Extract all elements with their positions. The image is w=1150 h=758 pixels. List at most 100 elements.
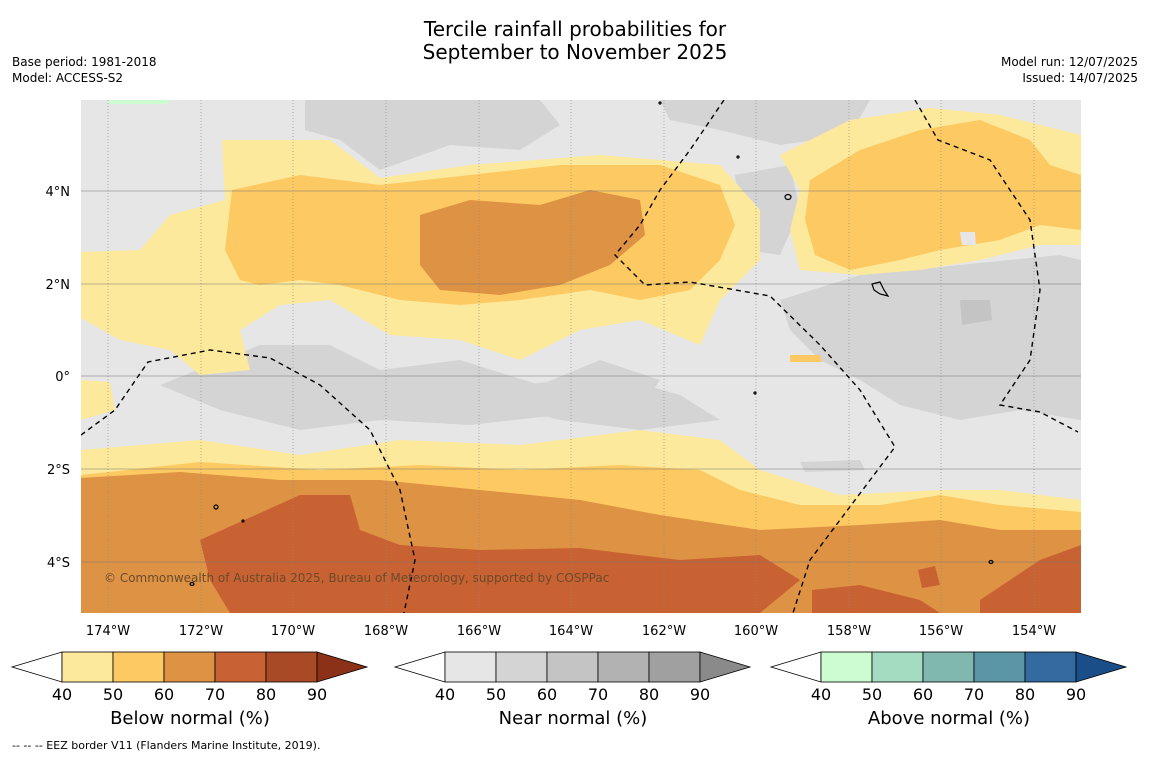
eez-border-line-islands (614, 100, 896, 613)
colorbar-label-near: Near normal (%) (498, 708, 648, 729)
colorbar-high-extension (699, 651, 752, 683)
near-normal-50-patch (520, 375, 720, 430)
island (658, 101, 662, 105)
colorbar-label-below: Below normal (%) (110, 708, 270, 729)
eez-border-east (914, 100, 1079, 433)
lat-tick-label: 4°S (47, 556, 70, 571)
lon-tick-label: 162°W (642, 624, 686, 639)
colorbar-segment (265, 651, 318, 683)
colorbar-tick-label: 90 (1066, 685, 1086, 704)
lon-tick-label: 164°W (549, 624, 593, 639)
colorbar-tick-label: 70 (205, 685, 225, 704)
below-normal-50-northeast (805, 120, 1081, 270)
meta-left: Base period: 1981-2018 Model: ACCESS-S2 (12, 54, 157, 86)
colorbar-segment (112, 651, 165, 683)
lon-tick-label: 160°W (734, 624, 778, 639)
below-normal-70-south-east (812, 585, 940, 613)
lon-tick-label: 174°W (86, 624, 130, 639)
colorbar-tick-label: 50 (103, 685, 123, 704)
colorbar-tick-label: 80 (1015, 685, 1035, 704)
colorbar-above-normal: 40 50 60 70 80 90 (769, 651, 1128, 704)
colorbar-tick-label: 60 (913, 685, 933, 704)
colorbar-segment (648, 651, 701, 683)
lat-tick-label: 2°S (47, 463, 70, 478)
lon-tick-label: 158°W (827, 624, 871, 639)
map-field (81, 100, 1081, 613)
below-normal-70-south (200, 495, 800, 613)
near-normal-50-patch (800, 460, 865, 472)
lat-gridlines (81, 190, 1081, 563)
title-line-1: Tercile rainfall probabilities for (423, 17, 727, 41)
lon-tick-label: 168°W (364, 624, 408, 639)
near-normal-50-patch (305, 100, 560, 170)
lon-tick-label: 156°W (919, 624, 963, 639)
lat-tick-label: 0° (55, 370, 70, 385)
lon-tick-label: 166°W (457, 624, 501, 639)
colorbar-tick-label: 90 (307, 685, 327, 704)
colorbar-segment (214, 651, 267, 683)
colorbar-segment (597, 651, 650, 683)
eez-border-kiribati-phoenix (81, 349, 416, 613)
copyright-notice: © Commonwealth of Australia 2025, Bureau… (104, 571, 610, 585)
colorbar-tick-label: 60 (537, 685, 557, 704)
near-normal-patch (960, 232, 976, 245)
model-name: Model: ACCESS-S2 (12, 71, 124, 85)
colorbar-tick-label: 70 (588, 685, 608, 704)
lat-tick-label: 2°N (46, 278, 71, 293)
island (189, 581, 195, 587)
near-normal-60-patch (960, 300, 992, 325)
colorbar-segment (973, 651, 1026, 683)
islands (189, 101, 994, 587)
island (753, 391, 757, 395)
model-run: Model run: 12/07/2025 (1000, 55, 1138, 69)
colorbar-low-extension (393, 651, 446, 683)
colorbar-tick-label: 40 (811, 685, 831, 704)
near-normal-50-patch (660, 100, 870, 145)
colorbar-segment (820, 651, 873, 683)
above-normal-40-patch (108, 100, 172, 104)
near-normal-50-patch (780, 255, 1081, 420)
island (736, 155, 740, 159)
colorbar-segment (546, 651, 599, 683)
below-normal-50-patch (790, 355, 822, 362)
colorbar-high-extension (1075, 651, 1128, 683)
issued-date: Issued: 14/07/2025 (1022, 71, 1138, 85)
colorbar-label-above: Above normal (%) (867, 708, 1031, 729)
colorbar-tick-label: 40 (435, 685, 455, 704)
colorbar-segment (61, 651, 114, 683)
colorbar-below-normal: 40 50 60 70 80 90 (10, 651, 369, 704)
island (213, 504, 219, 510)
colorbar-tick-label: 90 (690, 685, 710, 704)
colorbar-segment (444, 651, 497, 683)
island (784, 193, 792, 201)
lat-axis-labels: 4°N 2°N 0° 2°S 4°S (46, 185, 71, 571)
below-normal-60-north (420, 190, 645, 295)
map-title: Tercile rainfall probabilities for Septe… (0, 18, 1150, 64)
colorbar-tick-label: 60 (154, 685, 174, 704)
colorbar-tick-label: 80 (639, 685, 659, 704)
colorbar-segment (1024, 651, 1077, 683)
lon-tick-label: 172°W (179, 624, 223, 639)
colorbar-low-extension (10, 651, 63, 683)
base-period: Base period: 1981-2018 (12, 55, 157, 69)
lon-axis-labels: 174°W 172°W 170°W 168°W 166°W 164°W 162°… (86, 624, 1056, 639)
title-line-2: September to November 2025 (422, 40, 728, 64)
colorbar-tick-label: 80 (256, 685, 276, 704)
colorbar-segment (922, 651, 975, 683)
colorbar-tick-label: 70 (964, 685, 984, 704)
colorbar-tick-label: 50 (862, 685, 882, 704)
island (988, 559, 994, 565)
colorbar-segment (495, 651, 548, 683)
colorbar-segment (163, 651, 216, 683)
island (241, 519, 245, 523)
eez-footer-note: -- -- -- EEZ border V11 (Flanders Marine… (12, 739, 321, 752)
below-normal-40-west (81, 380, 115, 420)
island-kiritimati (871, 281, 890, 297)
colorbar-tick-label: 40 (52, 685, 72, 704)
colorbar-segment (871, 651, 924, 683)
colorbar-tick-label: 50 (486, 685, 506, 704)
lon-tick-label: 170°W (271, 624, 315, 639)
colorbar-low-extension (769, 651, 822, 683)
eez-borders (81, 100, 1079, 613)
